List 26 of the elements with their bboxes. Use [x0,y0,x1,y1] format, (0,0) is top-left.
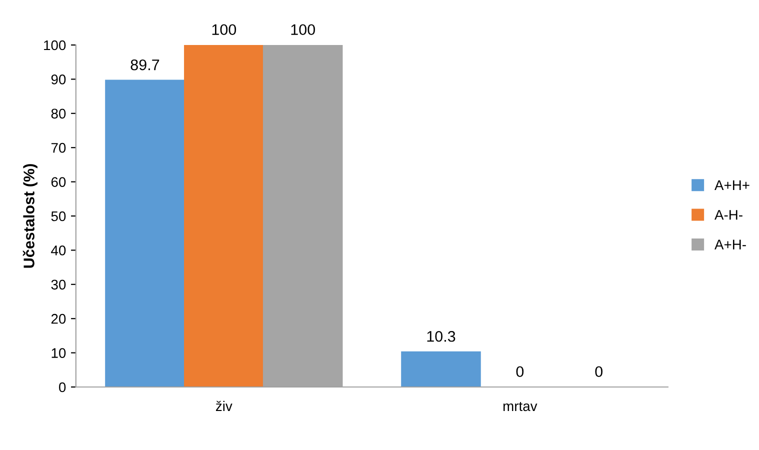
data-label: 100 [291,24,315,36]
y-tick-label: 20 [51,314,66,324]
legend-label: A+H+ [714,180,750,190]
y-tick-label: 100 [44,40,66,50]
data-label: 100 [212,24,236,36]
legend-label: A+H- [714,240,746,250]
data-label: 10.3 [427,330,456,342]
y-tick-label: 0 [58,382,66,392]
y-tick-label: 10 [52,348,66,358]
data-label: 0 [595,366,602,378]
y-tick-label: 50 [51,211,66,222]
legend-label: A-H- [714,210,742,220]
y-tick-label: 70 [51,142,66,153]
x-tick-label: živ [216,400,232,411]
bar [401,351,481,387]
data-label: 89.7 [130,59,160,70]
y-tick-label: 40 [51,246,66,256]
y-tick-label: 80 [51,108,66,119]
y-tick-label: 90 [51,74,66,84]
y-axis-title: Učestalost (%) [22,164,38,268]
bar [105,80,185,387]
bar [184,45,264,387]
y-tick-label: 60 [51,177,66,187]
data-label: 0 [516,366,524,378]
x-tick-label: mrtav [503,402,538,412]
y-tick-label: 30 [51,280,66,290]
